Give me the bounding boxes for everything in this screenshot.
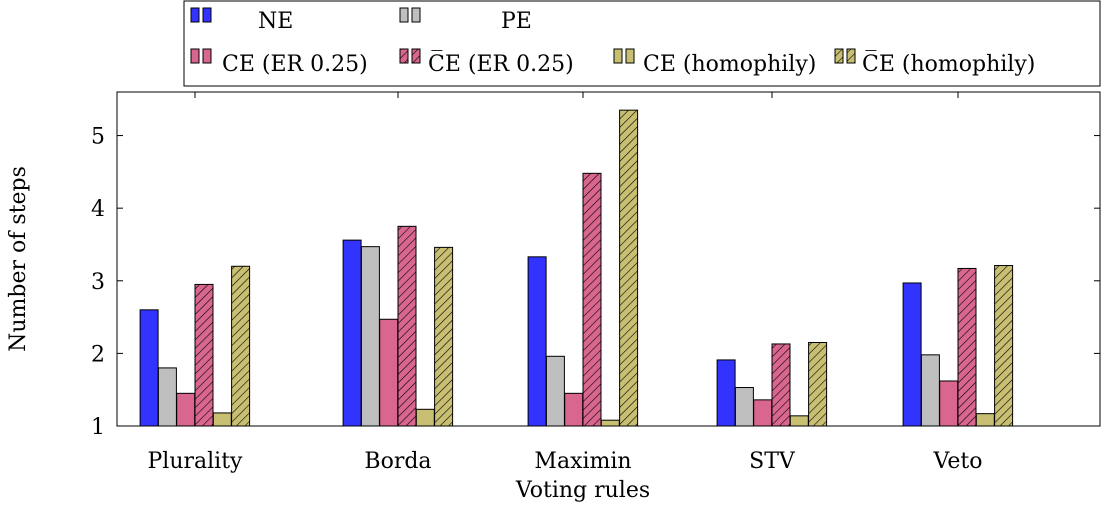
x-tick-label: Veto	[933, 449, 983, 474]
x-tick-label: STV	[749, 449, 796, 474]
bar-hatch	[619, 110, 638, 427]
legend-box	[183, 0, 1101, 87]
bar-maximin-s2	[564, 392, 584, 427]
bar-stv-s2	[753, 399, 773, 427]
legend-label: CE (homophily)	[643, 52, 816, 77]
bar-veto-s2	[939, 380, 959, 427]
bar-hatch	[958, 268, 976, 426]
bar-veto-s0	[902, 282, 922, 427]
y-axis: 1 2 3 4 5	[91, 125, 1100, 440]
legend-swatch	[399, 7, 409, 23]
legend-swatch	[190, 48, 200, 64]
legend-label: PE	[501, 9, 532, 34]
legend-swatch	[625, 48, 635, 64]
bar-plurality-s1	[157, 367, 177, 427]
bar-hatch	[808, 342, 827, 426]
x-tick-label: Borda	[364, 449, 431, 474]
bar-hatch	[195, 284, 213, 426]
y-tick-label: 5	[91, 125, 105, 150]
legend-label: C̅E (homophily)	[862, 50, 1035, 77]
bar-hatch	[994, 265, 1013, 426]
bar-plurality-s4	[212, 412, 232, 427]
legend-swatch	[190, 7, 200, 23]
bar-hatch	[434, 247, 453, 426]
bar-stv-s1	[734, 387, 754, 427]
bar-hatch	[772, 343, 790, 426]
legend-swatch	[411, 7, 421, 23]
x-tick-label: Maximin	[534, 449, 631, 474]
bar-borda-s2	[379, 318, 399, 427]
legend-label: C̅E (ER 0.25)	[428, 50, 574, 77]
bar-stv-s0	[716, 359, 736, 427]
legend-swatch-hatch	[400, 49, 408, 63]
bar-borda-s4	[415, 408, 435, 427]
bar-maximin-s0	[527, 256, 547, 427]
legend-swatch	[202, 7, 212, 23]
legend-swatch	[202, 48, 212, 64]
legend-label: CE (ER 0.25)	[222, 52, 368, 77]
bar-plurality-s0	[139, 309, 159, 427]
y-tick-label: 4	[91, 197, 105, 222]
x-axis-label: Voting rules	[515, 478, 650, 503]
legend-swatch	[613, 48, 623, 64]
bar-maximin-s1	[545, 355, 565, 427]
bar-stv-s4	[789, 415, 809, 427]
bars	[139, 109, 1014, 427]
legend-swatch-hatch	[412, 49, 420, 63]
bar-borda-s1	[360, 246, 380, 427]
bar-borda-s0	[342, 239, 362, 427]
bar-maximin-s4	[600, 419, 620, 427]
y-axis-label: Number of steps	[6, 166, 31, 352]
legend: NE PE CE (ER 0.25) C̅E (ER 0.25) CE (homophi…	[183, 0, 1101, 87]
bar-veto-s1	[920, 354, 940, 427]
y-tick-label: 3	[91, 270, 105, 295]
y-tick-label: 1	[91, 415, 105, 440]
legend-swatch-hatch	[835, 49, 843, 63]
y-tick-label: 2	[91, 342, 105, 367]
x-tick-label: Plurality	[148, 449, 244, 474]
x-axis: Plurality Borda Maximin STV Veto	[148, 92, 983, 474]
bar-hatch	[398, 226, 416, 426]
bar-hatch	[583, 173, 601, 426]
plot-frame	[116, 91, 1101, 427]
legend-label: NE	[258, 9, 293, 34]
bar-veto-s4	[975, 413, 995, 427]
bar-hatch	[231, 266, 250, 426]
legend-swatch-hatch	[847, 49, 855, 63]
bar-plurality-s2	[176, 392, 196, 427]
